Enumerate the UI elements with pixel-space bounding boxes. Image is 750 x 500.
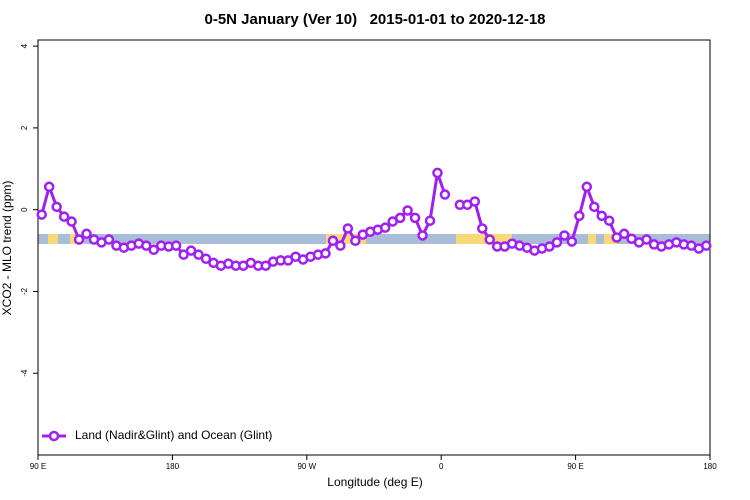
land-band (588, 234, 596, 244)
data-point (551, 237, 563, 248)
data-point (394, 212, 406, 224)
data-point (73, 234, 85, 245)
data-point (402, 205, 413, 216)
land-band (456, 234, 512, 244)
data-point (641, 234, 652, 245)
data-point (477, 223, 488, 234)
land-band (604, 234, 618, 244)
data-point (141, 240, 152, 251)
data-point (618, 228, 630, 240)
data-point (81, 228, 92, 240)
y-tick-label: 0 (20, 207, 29, 212)
data-point (193, 249, 204, 260)
y-tick-label: -4 (20, 369, 29, 377)
data-point (701, 240, 712, 251)
data-point (51, 201, 62, 213)
ocean-band (38, 234, 710, 244)
data-point (36, 209, 47, 220)
data-point (574, 210, 585, 222)
land-band (326, 234, 366, 244)
data-point (559, 230, 570, 241)
y-axis-label: XCO2 - MLO trend (ppm) (0, 181, 14, 316)
legend-label: Land (Nadir&Glint) and Ocean (Glint) (75, 428, 272, 442)
data-point (335, 240, 346, 251)
x-tick-label: 180 (703, 462, 717, 471)
data-point (320, 248, 331, 259)
chart-title: 0-5N January (Ver 10) 2015-01-01 to 2020… (204, 11, 545, 28)
y-tick-label: -2 (20, 287, 29, 295)
x-tick-label: 180 (166, 462, 180, 471)
data-point (581, 181, 593, 193)
data-point (260, 260, 271, 271)
data-point (417, 230, 428, 241)
data-point (185, 245, 197, 256)
data-point (379, 222, 391, 233)
x-tick-label: 0 (439, 462, 444, 471)
y-tick-label: 2 (20, 125, 29, 130)
data-point (424, 215, 436, 226)
data-point (170, 240, 182, 251)
data-point (484, 234, 495, 245)
data-point (58, 211, 70, 222)
data-point (439, 189, 451, 200)
data-point (350, 235, 361, 247)
data-point (327, 235, 339, 247)
legend-marker (48, 430, 60, 442)
data-point (342, 223, 354, 234)
data-point (544, 241, 555, 252)
x-tick-label: 90 E (567, 462, 583, 471)
x-tick-label: 90 E (30, 462, 46, 471)
data-point (148, 244, 159, 255)
x-axis-label: Longitude (deg E) (327, 475, 422, 489)
data-point (566, 236, 578, 247)
data-point (469, 196, 481, 207)
data-point (589, 201, 600, 213)
y-tick-label: 4 (20, 43, 29, 48)
data-point (409, 212, 421, 224)
data-point (66, 216, 77, 227)
data-point (103, 234, 115, 245)
data-point (603, 215, 615, 226)
x-tick-label: 90 W (297, 462, 316, 471)
data-point (200, 253, 212, 264)
data-point (432, 167, 443, 179)
data-point (178, 249, 189, 260)
land-band (48, 234, 58, 244)
data-point (43, 181, 55, 193)
data-point (596, 210, 607, 222)
